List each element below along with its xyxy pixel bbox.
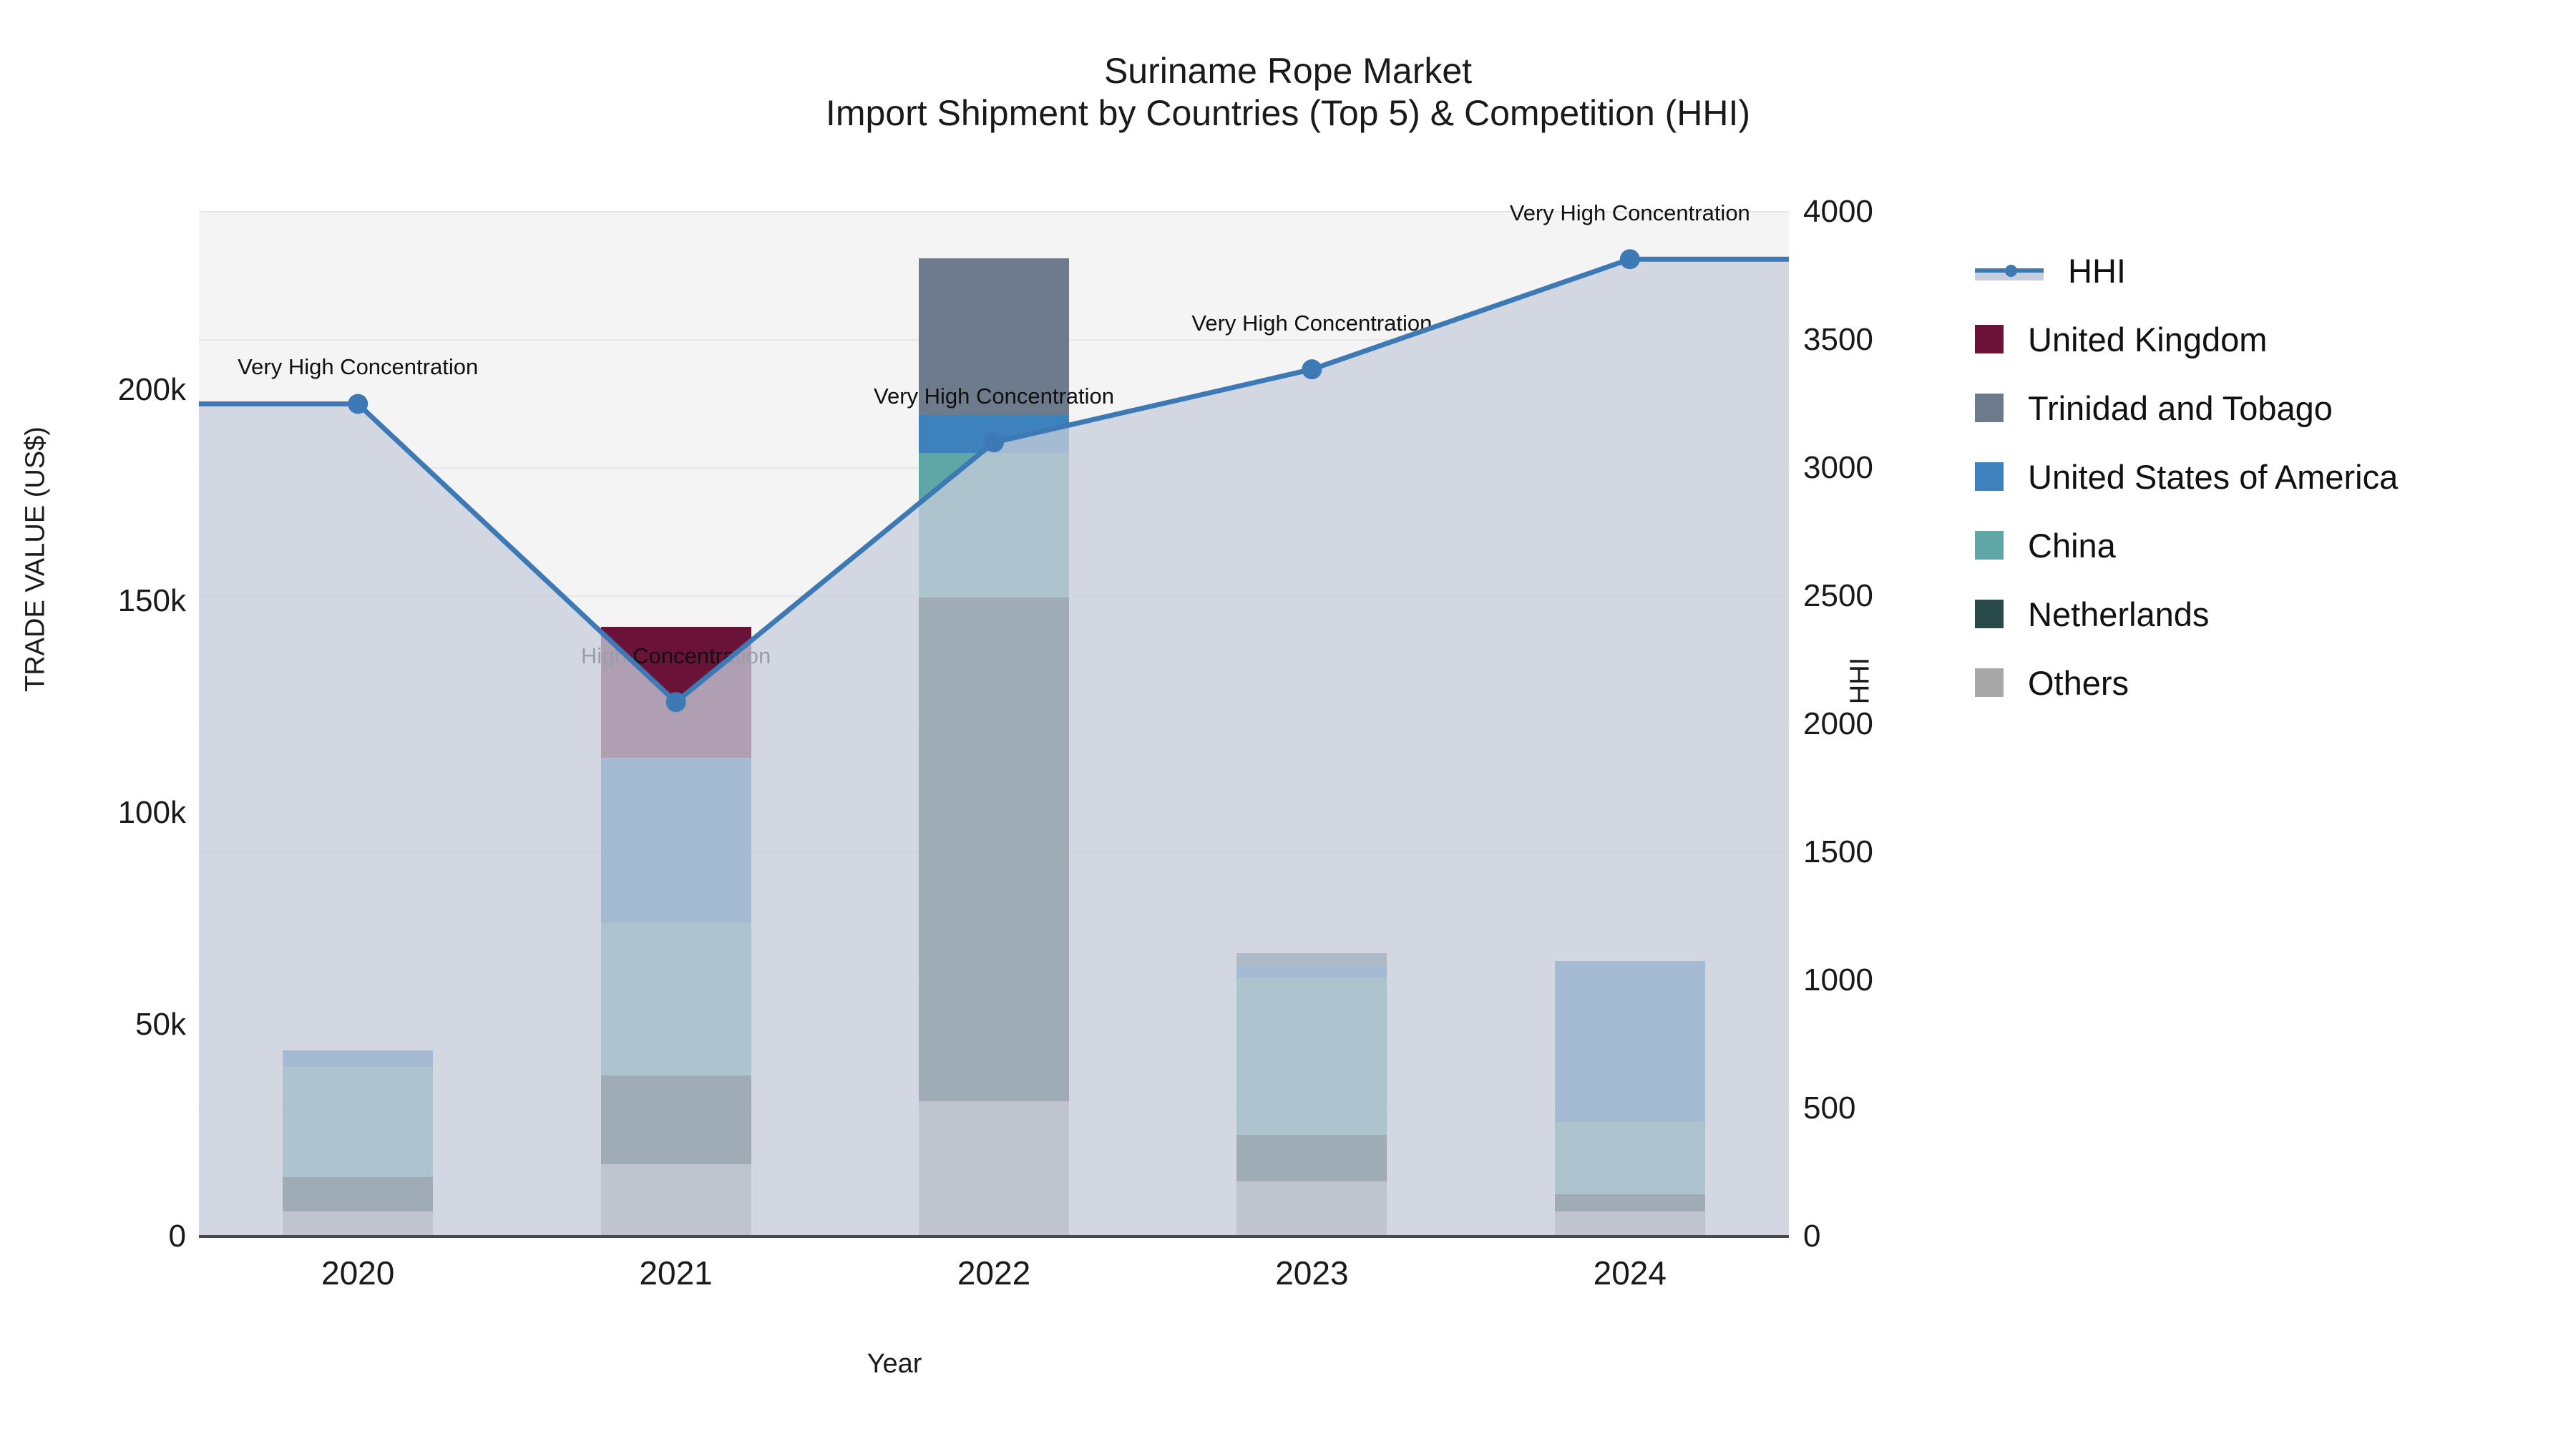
legend-swatch-icon xyxy=(1975,462,2004,491)
x-tick-2023: 2023 xyxy=(1275,1254,1349,1292)
y-left-tick: 150k xyxy=(117,583,186,619)
bar-segment xyxy=(1236,1135,1387,1182)
y-axis-right-title: HHI xyxy=(1845,657,1875,705)
legend-item-united-states-of-america[interactable]: United States of America xyxy=(1975,442,2398,511)
y-right-tick: 4000 xyxy=(1803,194,1873,229)
bar-segment xyxy=(1554,961,1705,1123)
legend-label: Netherlands xyxy=(2028,595,2210,633)
bar-segment xyxy=(600,1075,751,1165)
annotation-2024: Very High Concentration xyxy=(1509,200,1750,226)
bar-segment xyxy=(919,415,1069,454)
bar-segment xyxy=(1236,965,1387,979)
y-right-tick: 3000 xyxy=(1803,450,1873,485)
chart-title-line-2: Import Shipment by Countries (Top 5) & C… xyxy=(825,93,1751,133)
bar-2024[interactable] xyxy=(1554,961,1705,1236)
bar-segment xyxy=(283,1050,434,1068)
legend-item-hhi[interactable]: HHI xyxy=(1975,236,2398,305)
x-tick-2020: 2020 xyxy=(321,1254,395,1292)
bar-segment xyxy=(1554,1194,1705,1211)
legend-label: HHI xyxy=(2068,251,2126,290)
y-right-tick: 1000 xyxy=(1803,962,1873,997)
y-right-tick: 1500 xyxy=(1803,834,1873,869)
legend-line-icon xyxy=(1975,256,2044,285)
legend-item-china[interactable]: China xyxy=(1975,511,2398,580)
legend-swatch-icon xyxy=(1975,668,2004,697)
plot-area: Very High Concentration High Concentratio… xyxy=(199,200,1789,1237)
legend-item-others[interactable]: Others xyxy=(1975,648,2398,717)
y-right-tick: 3500 xyxy=(1803,322,1873,357)
legend-swatch-icon xyxy=(1975,531,2004,560)
bar-segment xyxy=(283,1067,434,1178)
chart-title-line-1: Suriname Rope Market xyxy=(1103,51,1473,91)
x-tick-2021: 2021 xyxy=(639,1254,713,1292)
y-right-tick: 0 xyxy=(1803,1219,1821,1254)
x-tick-2022: 2022 xyxy=(957,1254,1031,1292)
bar-segment xyxy=(1236,978,1387,1135)
bar-segment xyxy=(919,597,1069,1101)
bar-segment xyxy=(919,1101,1069,1236)
legend-label: Trinidad and Tobago xyxy=(2028,389,2333,427)
bar-segment xyxy=(1554,1122,1705,1194)
bar-segment xyxy=(600,1164,751,1236)
y-right-tick: 2500 xyxy=(1803,578,1873,613)
y-axis-left-title: TRADE VALUE (US$) xyxy=(20,426,51,692)
y-left-tick: 200k xyxy=(117,371,186,407)
plot-inner: Very High Concentration High Concentratio… xyxy=(199,200,1789,1237)
bar-segment xyxy=(1554,1211,1705,1236)
legend-label: China xyxy=(2028,526,2116,565)
legend-swatch-icon xyxy=(1975,394,2004,422)
bar-segment xyxy=(1236,952,1387,966)
legend-line-marker-dot xyxy=(2005,265,2017,277)
legend-item-united-kingdom[interactable]: United Kingdom xyxy=(1975,305,2398,374)
bar-2023[interactable] xyxy=(1236,952,1387,1236)
bar-2020[interactable] xyxy=(283,1050,434,1236)
bar-segment xyxy=(1236,1181,1387,1236)
y-right-tick: 2000 xyxy=(1803,706,1873,741)
legend-item-netherlands[interactable]: Netherlands xyxy=(1975,580,2398,648)
chart-title: Suriname Rope Market Import Shipment by … xyxy=(0,50,2576,135)
legend-swatch-icon xyxy=(1975,600,2004,628)
bar-2022[interactable] xyxy=(919,258,1069,1236)
y-right-tick: 500 xyxy=(1803,1091,1856,1126)
y-left-tick: 100k xyxy=(117,795,186,831)
x-axis-title: Year xyxy=(867,1349,922,1379)
legend-label: United Kingdom xyxy=(2028,320,2268,358)
x-tick-2024: 2024 xyxy=(1593,1254,1667,1292)
legend-item-trinidad-and-tobago[interactable]: Trinidad and Tobago xyxy=(1975,374,2398,442)
bar-2021[interactable] xyxy=(600,626,751,1236)
annotation-2020: Very High Concentration xyxy=(238,353,479,379)
gridline xyxy=(199,211,1789,213)
annotation-2023: Very High Concentration xyxy=(1191,311,1433,336)
legend-label: United States of America xyxy=(2028,457,2399,496)
y-left-tick: 50k xyxy=(135,1007,186,1043)
x-axis-line xyxy=(199,1235,1789,1238)
bar-segment xyxy=(919,258,1069,416)
bar-segment xyxy=(919,453,1069,597)
legend-swatch-icon xyxy=(1975,325,2004,353)
bar-segment xyxy=(600,626,751,758)
bar-segment xyxy=(283,1177,434,1211)
bar-segment xyxy=(283,1211,434,1236)
chart-legend: HHI United Kingdom Trinidad and Tobago Unit… xyxy=(1975,236,2398,717)
y-left-tick: 0 xyxy=(168,1219,186,1254)
bar-segment xyxy=(600,923,751,1076)
bar-segment xyxy=(600,758,751,924)
legend-label: Others xyxy=(2028,663,2129,702)
